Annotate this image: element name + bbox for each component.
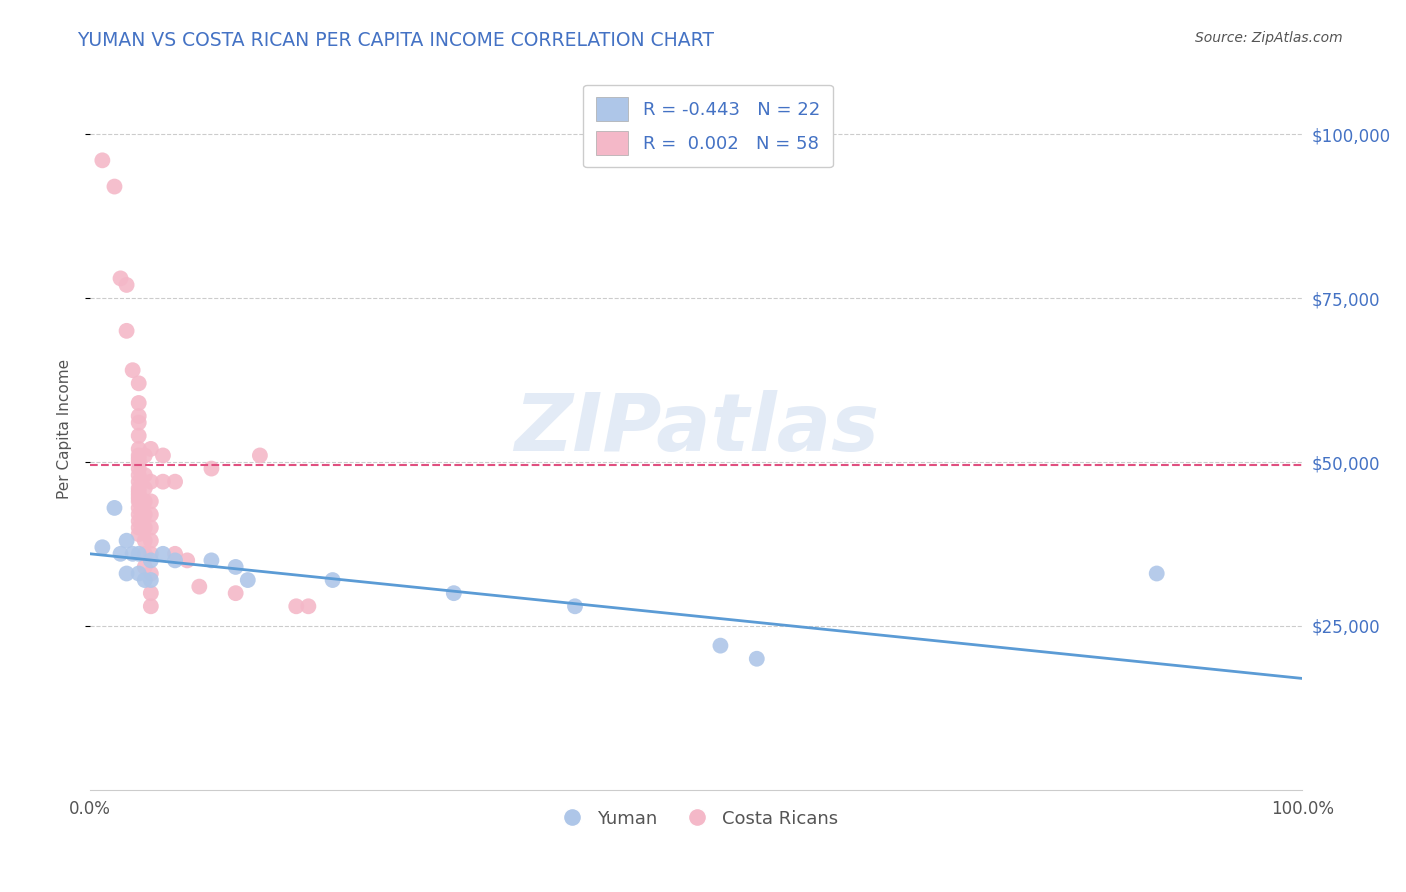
Point [139,475,162,489]
Point [139,547,162,561]
Point [139,553,162,567]
Point [139,494,162,508]
Point [128,416,150,430]
Point [139,586,162,600]
Point [110,271,132,285]
Text: YUMAN VS COSTA RICAN PER CAPITA INCOME CORRELATION CHART: YUMAN VS COSTA RICAN PER CAPITA INCOME C… [77,31,714,50]
Point [249,449,271,463]
Point [236,573,259,587]
Point [128,451,150,466]
Point [128,481,150,495]
Point [128,468,150,483]
Point [115,324,138,338]
Point [139,520,162,534]
Point [134,494,156,508]
Point [225,560,247,574]
Point [128,508,150,522]
Point [176,553,198,567]
Point [200,461,222,475]
Point [152,475,174,489]
Point [139,442,162,456]
Point [285,599,308,614]
Point [128,396,150,410]
Point [139,599,162,614]
Point [139,573,162,587]
Point [91,153,114,168]
Point [128,475,150,489]
Point [121,547,143,561]
Point [134,508,156,522]
Point [128,547,150,561]
Point [128,429,150,443]
Point [128,488,150,502]
Point [200,553,222,567]
Point [134,533,156,548]
Point [128,484,150,499]
Point [91,541,114,555]
Point [134,468,156,483]
Point [225,586,247,600]
Point [134,560,156,574]
Point [1146,566,1168,581]
Point [128,520,150,534]
Point [128,494,150,508]
Text: ZIPatlas: ZIPatlas [513,390,879,468]
Point [110,547,132,561]
Point [188,580,211,594]
Point [139,533,162,548]
Point [128,527,150,541]
Point [103,500,125,515]
Point [134,481,156,495]
Point [745,652,768,666]
Point [121,363,143,377]
Point [128,500,150,515]
Point [564,599,586,614]
Point [115,533,138,548]
Point [165,547,187,561]
Point [128,449,150,463]
Point [128,514,150,528]
Text: Source: ZipAtlas.com: Source: ZipAtlas.com [1195,31,1343,45]
Point [709,639,731,653]
Point [165,475,187,489]
Point [128,461,150,475]
Point [134,449,156,463]
Point [115,566,138,581]
Point [128,442,150,456]
Point [134,520,156,534]
Point [134,547,156,561]
Point [322,573,344,587]
Point [139,566,162,581]
Point [115,277,138,292]
Point [139,508,162,522]
Point [103,179,125,194]
Point [128,455,150,469]
Point [152,449,174,463]
Point [128,491,150,505]
Point [165,553,187,567]
Point [128,566,150,581]
Point [134,573,156,587]
Point [443,586,465,600]
Y-axis label: Per Capita Income: Per Capita Income [58,359,72,500]
Point [128,409,150,423]
Point [128,376,150,391]
Point [297,599,319,614]
Legend: Yuman, Costa Ricans: Yuman, Costa Ricans [547,803,846,835]
Point [152,547,174,561]
